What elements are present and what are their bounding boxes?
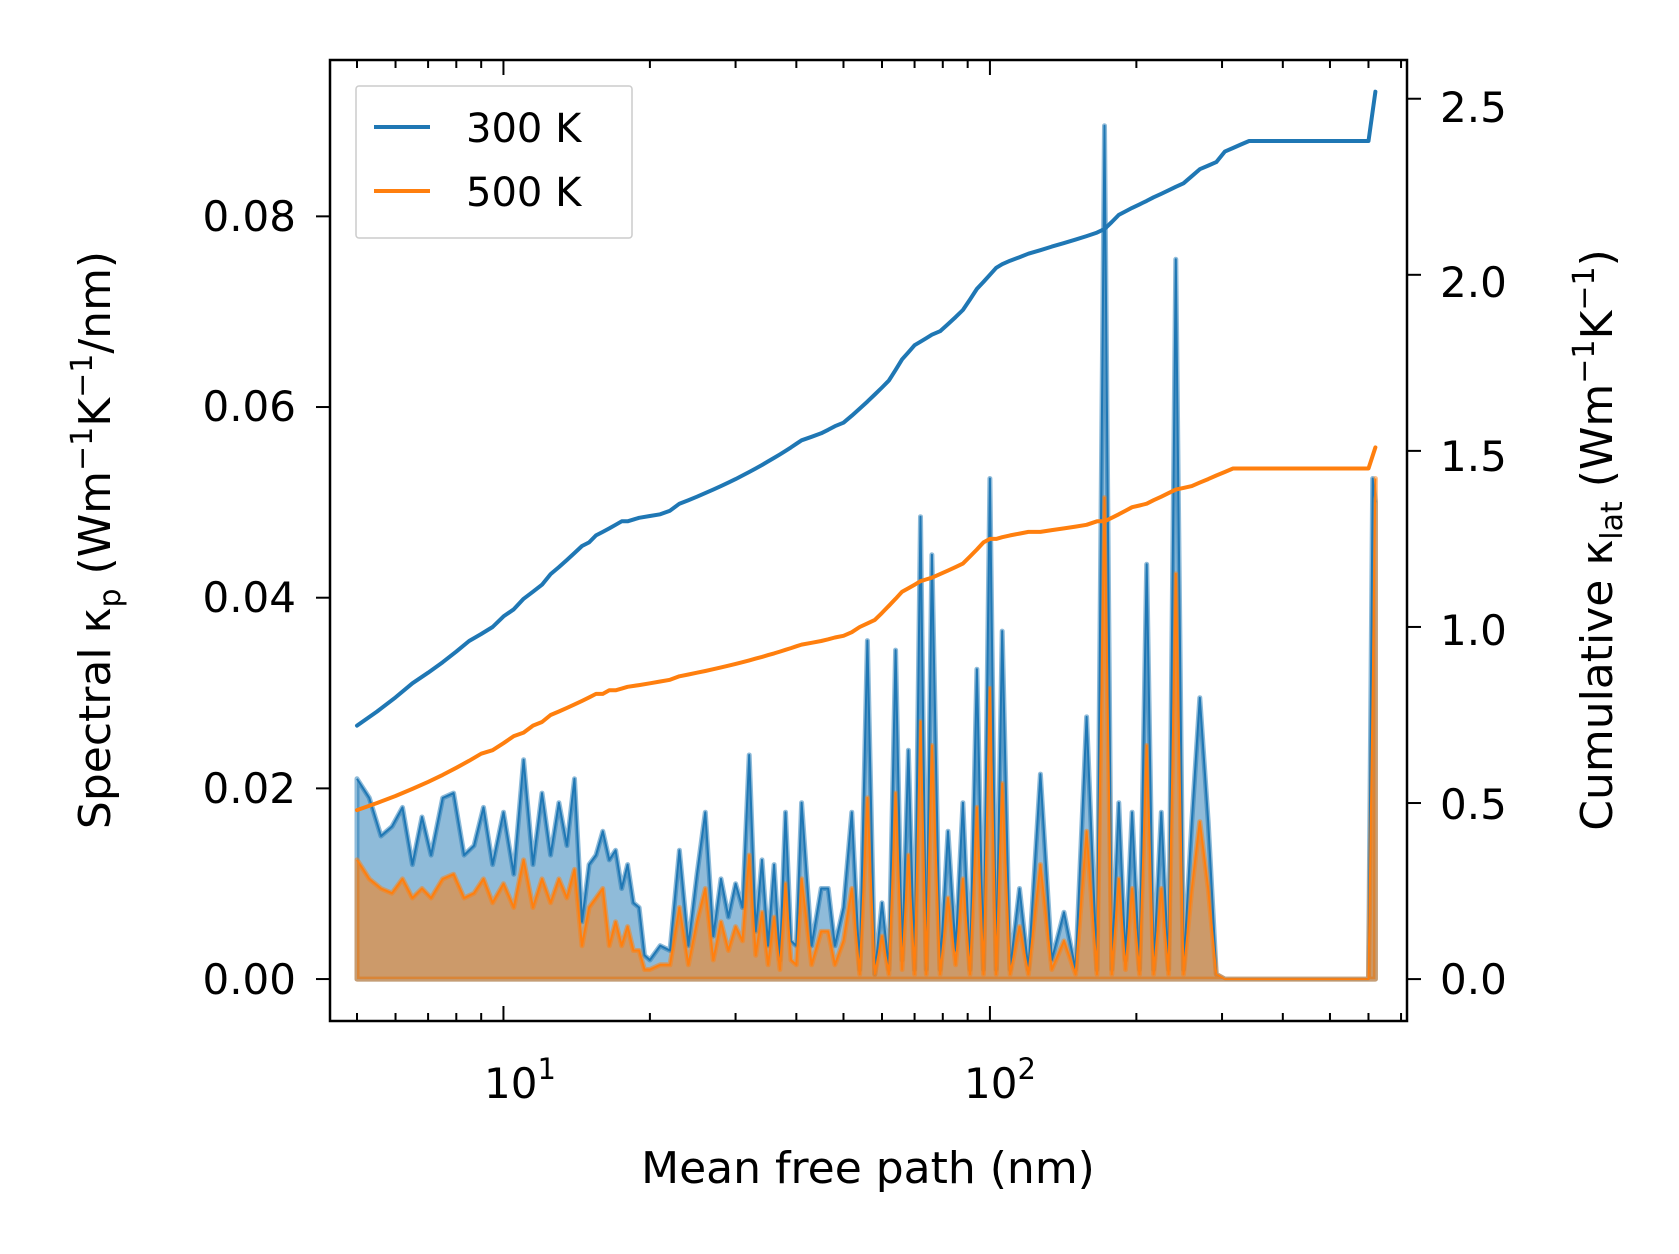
y-right-tick-label: 1.0: [1440, 606, 1507, 655]
y-left-axis-label: Spectral κp (Wm−1K−1/nm): [65, 251, 128, 829]
spectral-line-300k: [356, 124, 1377, 981]
y-right-tick-label: 1.5: [1440, 432, 1507, 481]
cumulative-line-500k: [355, 445, 1378, 813]
legend-label-300k: 300 K: [466, 106, 583, 152]
y-left-tick-label: 0.02: [202, 764, 296, 813]
tick-layer: [316, 60, 1421, 1021]
y-right-axis-label: Cumulative κlat (Wm−1K−1): [1567, 249, 1630, 831]
y-left-tick-label: 0.00: [202, 955, 296, 1004]
y-right-tick-label: 0.0: [1440, 955, 1507, 1004]
x-tick-label-1: 101: [484, 1052, 556, 1108]
y-right-tick-label: 2.0: [1440, 258, 1507, 307]
spectral-line-500k: [356, 478, 1377, 981]
cumulative-line-300k: [355, 89, 1378, 728]
spectral-line-layer: [356, 124, 1377, 981]
y-left-tick-label: 0.06: [202, 382, 296, 431]
plot-frame: [328, 58, 1409, 1023]
legend-box: [355, 85, 633, 239]
y-right-tick-label: 0.5: [1440, 780, 1507, 829]
legend-label-500k: 500 K: [466, 170, 583, 216]
legend: 300 K 500 K: [355, 85, 633, 239]
y-right-tick-label: 2.5: [1440, 83, 1507, 132]
y-left-tick-label: 0.04: [202, 573, 296, 622]
x-tick-label-2: 102: [964, 1052, 1036, 1108]
cumulative-line-layer: [355, 89, 1378, 813]
y-left-tick-label: 0.08: [202, 192, 296, 241]
x-axis-label: Mean free path (nm): [641, 1143, 1095, 1194]
